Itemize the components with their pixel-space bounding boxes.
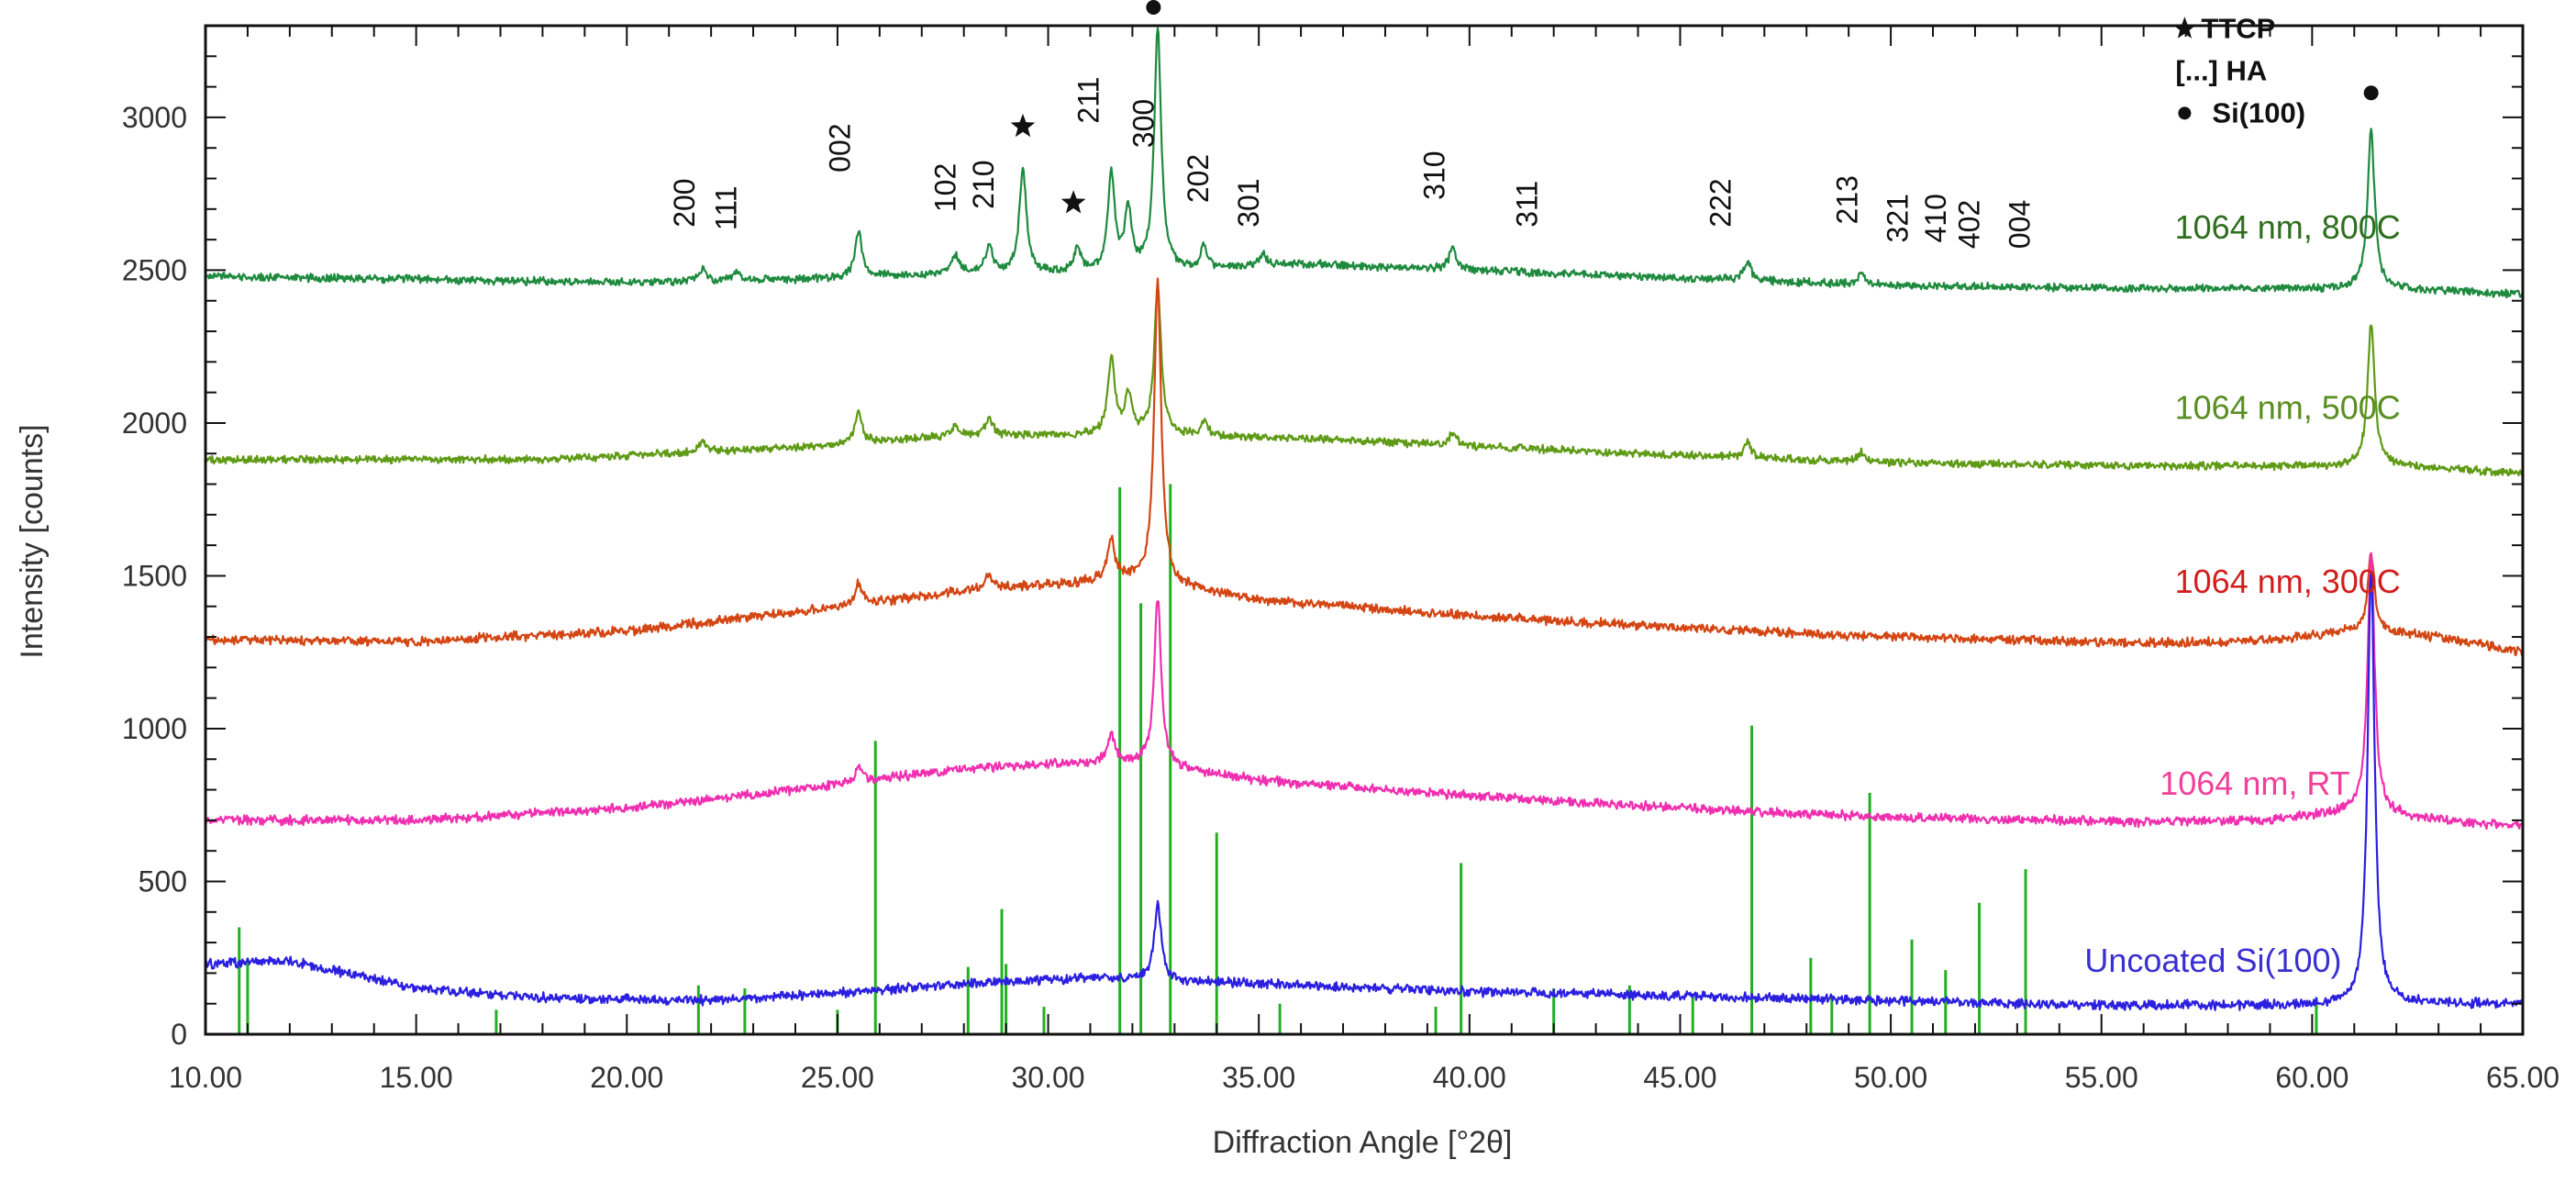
series-line-1: [205, 286, 2524, 477]
y-axis-title: Intensity [counts]: [15, 424, 50, 658]
series-label: 1064 nm, 500C: [2175, 388, 2401, 426]
peak-label: 310: [1417, 151, 1450, 199]
series-label: 1064 nm, RT: [2160, 764, 2349, 802]
peak-label: 211: [1072, 77, 1105, 124]
x-tick-label: 60.00: [2275, 1061, 2348, 1094]
series-line-4: [205, 571, 2524, 1011]
series-line-2: [204, 277, 2524, 657]
legend: TTCP [...] HA Si(100): [2173, 12, 2305, 128]
peak-label: 410: [1919, 194, 1952, 242]
legend-label: TTCP: [2201, 12, 2275, 44]
peak-label: 002: [824, 123, 857, 172]
peak-label: 311: [1510, 181, 1543, 228]
y-tick-label: 3000: [122, 101, 187, 134]
series-label: 1064 nm, 800C: [2175, 208, 2401, 246]
legend-star-icon: [2173, 17, 2196, 39]
x-tick-label: 30.00: [1012, 1061, 1085, 1094]
peak-label: 300: [1127, 99, 1160, 148]
y-tick-label: 1500: [122, 559, 187, 592]
si-dot-marker: [1146, 0, 1161, 16]
ttcp-star-marker: [1060, 190, 1086, 214]
ttcp-star-marker: [1010, 113, 1036, 138]
x-tick-label: 55.00: [2065, 1061, 2138, 1094]
peak-label: 402: [1953, 200, 1986, 249]
peak-label: 004: [2004, 200, 2037, 249]
y-tick-label: 1000: [122, 712, 187, 745]
x-tick-label: 45.00: [1643, 1061, 1716, 1094]
x-tick-label: 15.00: [380, 1061, 453, 1094]
x-tick-label: 40.00: [1433, 1061, 1506, 1094]
peak-label: 321: [1881, 194, 1914, 242]
x-tick-label: 25.00: [801, 1061, 874, 1094]
legend-label: Si(100): [2212, 96, 2305, 128]
series-label: 1064 nm, 300C: [2175, 563, 2401, 600]
peak-label: 213: [1830, 175, 1863, 224]
y-tick-label: 2000: [122, 407, 187, 440]
y-tick-label: 2500: [122, 253, 187, 286]
series-label: Uncoated Si(100): [2084, 942, 2341, 979]
peak-label: 210: [967, 160, 1000, 208]
plot-area-frame: [204, 24, 2525, 1036]
peak-label: 102: [929, 163, 962, 212]
peak-label: 202: [1182, 154, 1215, 203]
peak-label: 301: [1232, 178, 1265, 227]
series-line-0: [204, 27, 2525, 299]
y-tick-label: 0: [171, 1018, 187, 1051]
peak-label: 111: [710, 185, 743, 230]
x-tick-label: 20.00: [590, 1061, 663, 1094]
y-tick-label: 500: [139, 864, 187, 898]
x-tick-label: 50.00: [1854, 1061, 1927, 1094]
peak-label: 222: [1704, 178, 1738, 227]
legend-label: [...] HA: [2175, 54, 2267, 86]
x-tick-label: 65.00: [2486, 1061, 2559, 1094]
si-dot-marker: [2363, 85, 2379, 101]
peak-label: 200: [668, 178, 701, 227]
x-tick-label: 35.00: [1222, 1061, 1295, 1094]
x-tick-label: 10.00: [169, 1061, 242, 1094]
series-line-3: [205, 552, 2525, 831]
legend-dot-icon: [2178, 106, 2192, 120]
x-axis-title: Diffraction Angle [°2θ]: [1213, 1125, 1513, 1160]
